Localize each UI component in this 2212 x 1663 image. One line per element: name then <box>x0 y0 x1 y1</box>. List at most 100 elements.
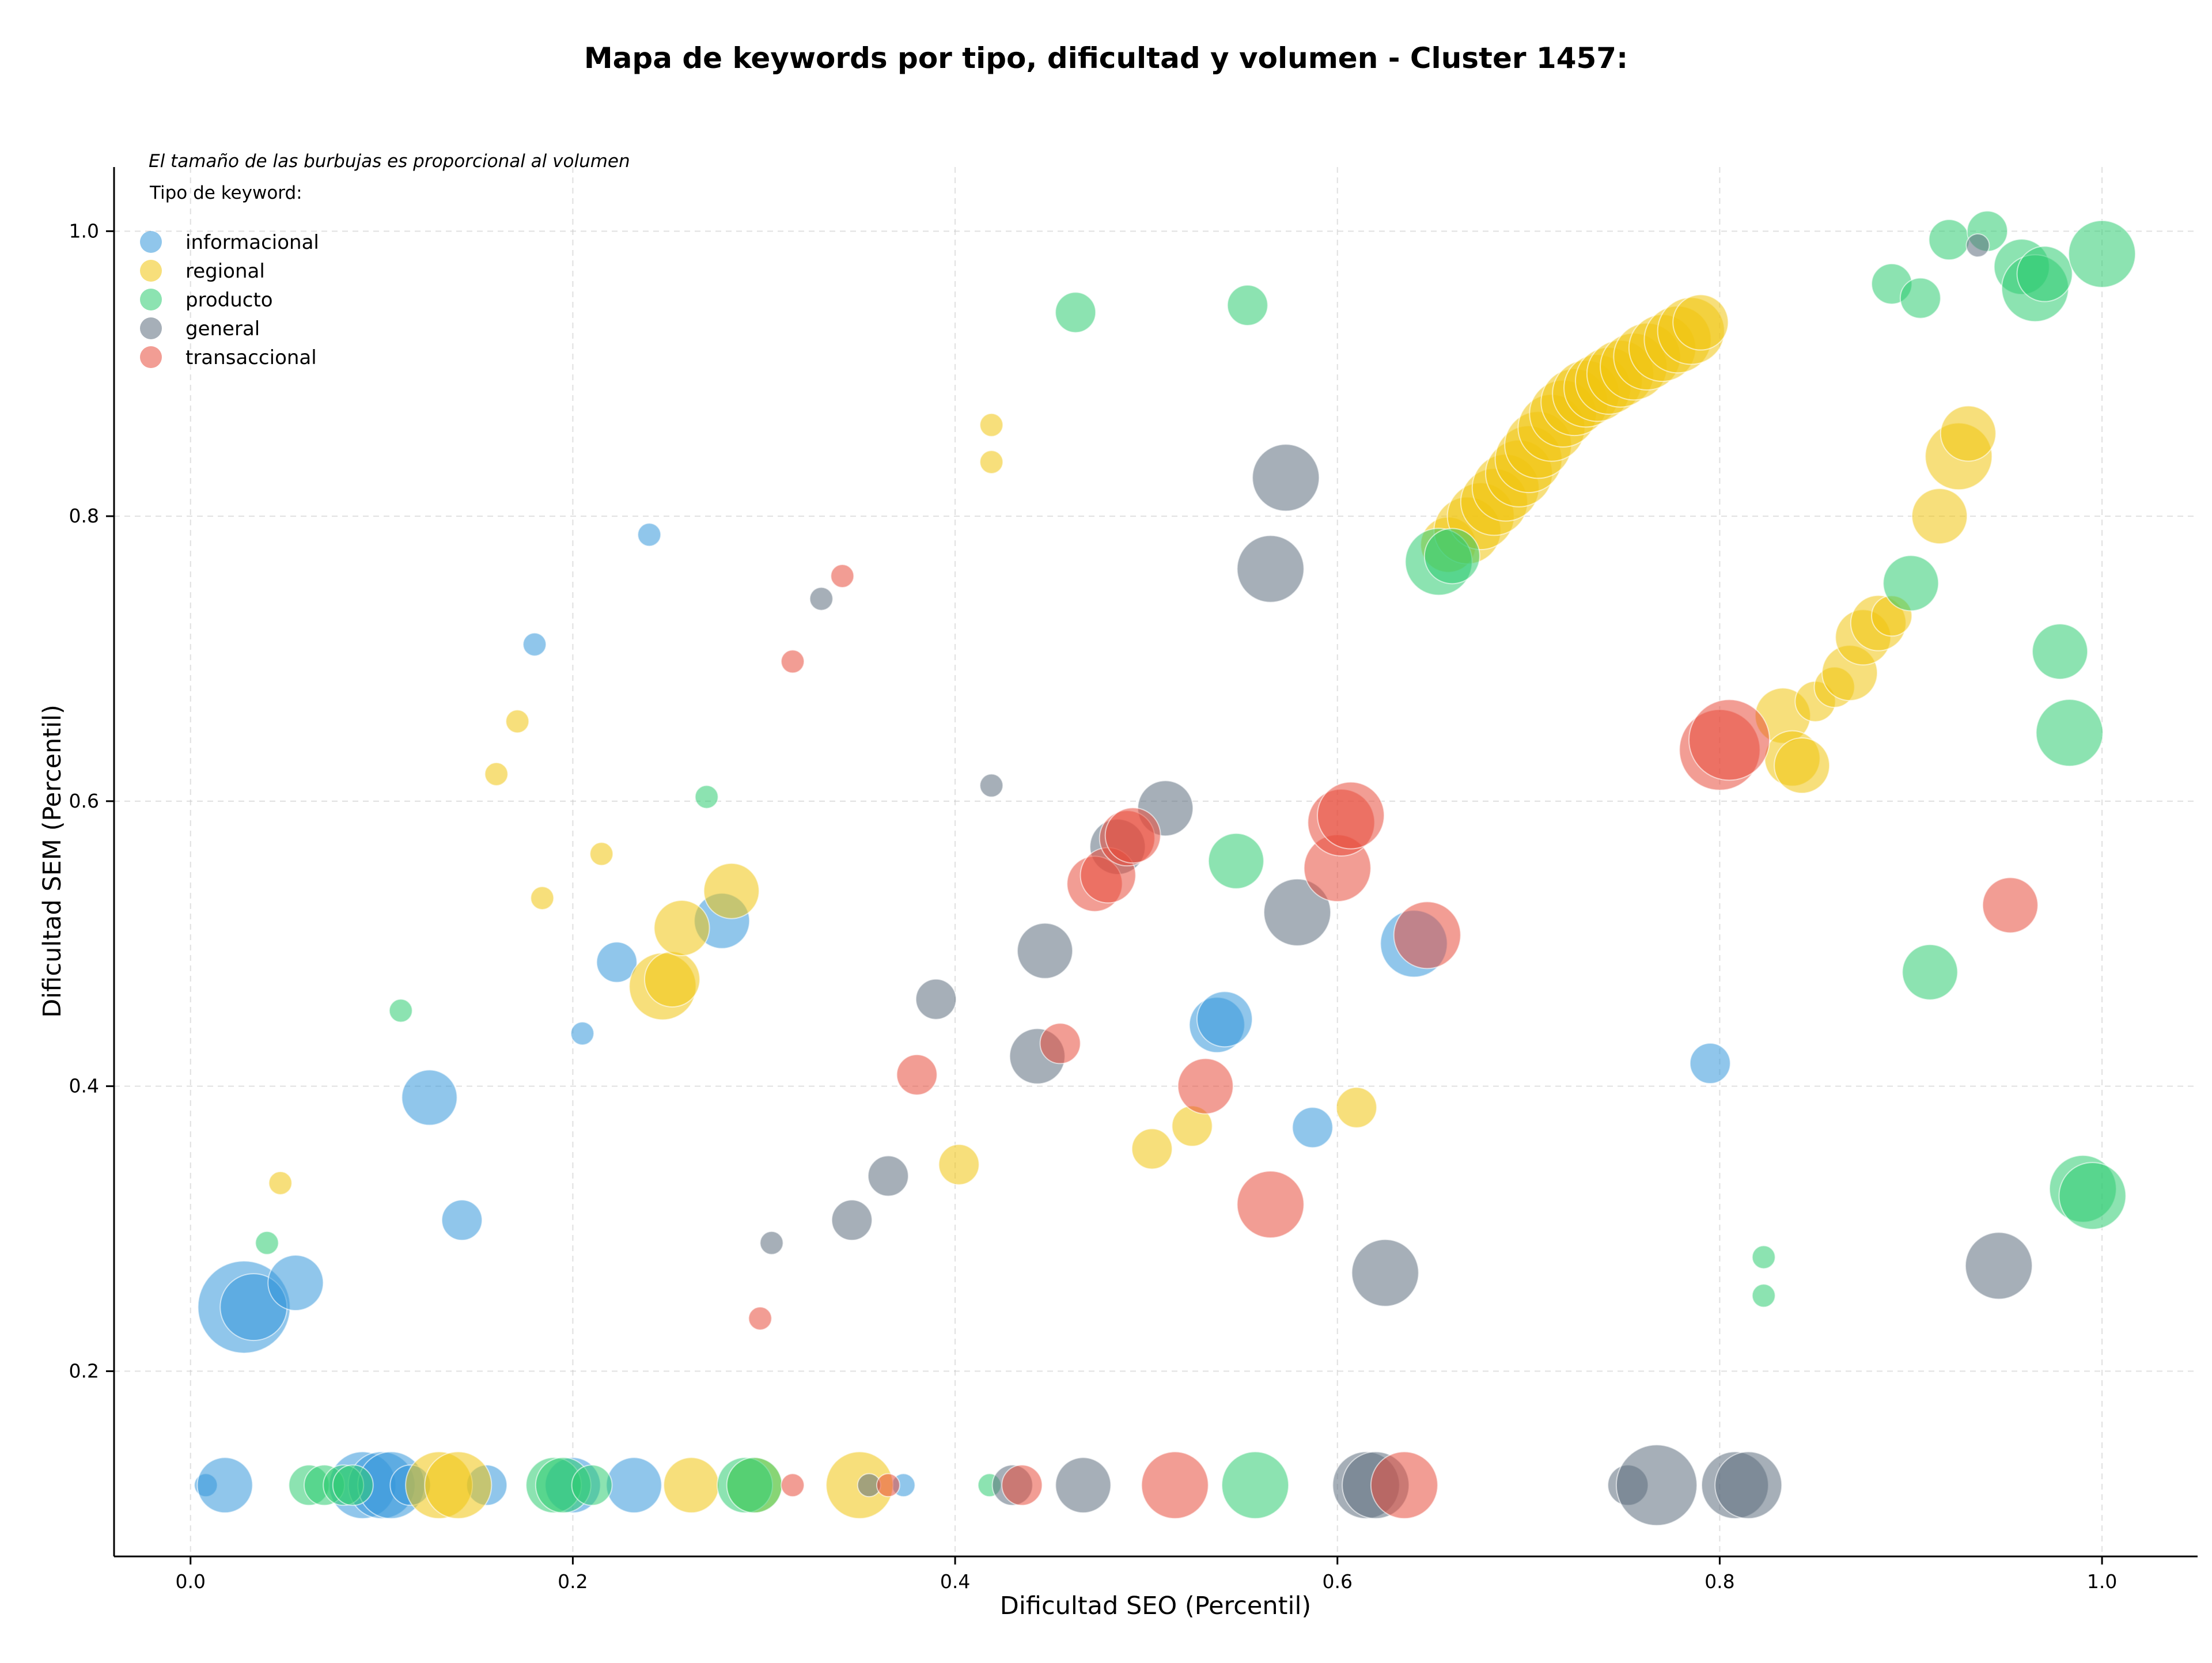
bubble-regional <box>1774 737 1831 794</box>
bubble-regional <box>589 842 614 866</box>
bubble-general <box>1714 1451 1783 1520</box>
bubble-transaccional <box>1141 1451 1209 1520</box>
bubble-regional <box>1911 488 1968 545</box>
bubble-producto <box>1221 1451 1290 1520</box>
bubble-informacional <box>1196 991 1253 1048</box>
x-tick-label: 0.4 <box>940 1570 970 1593</box>
ticks: 0.0 0.2 0.4 0.6 0.8 1.0 0.2 0.4 0.6 0.8 1.0 <box>69 219 2118 1593</box>
x-tick-label: 0.6 <box>1323 1570 1353 1593</box>
bubble-informacional <box>196 1457 253 1514</box>
bubble-general <box>1964 1232 2033 1300</box>
bubble-transaccional <box>1001 1464 1043 1506</box>
bubble-transaccional <box>1370 1451 1438 1520</box>
bubble-general <box>979 773 1004 798</box>
bubble-informacional <box>637 522 662 547</box>
bubble-regional <box>268 1170 293 1195</box>
bubble-transaccional <box>1982 877 2039 934</box>
legend-marker-producto <box>140 289 162 310</box>
bubble-regional <box>505 709 530 734</box>
bubbles <box>194 210 2137 1526</box>
bubble-transaccional <box>1688 699 1771 781</box>
series-transaccional <box>748 563 2039 1520</box>
bubble-producto <box>1055 291 1097 334</box>
bubble-producto <box>2035 699 2104 767</box>
bubble-producto <box>1226 284 1268 326</box>
bubble-regional <box>653 900 710 957</box>
bubble-transaccional <box>876 1473 900 1498</box>
bubble-producto <box>2058 1162 2127 1230</box>
bubble-regional <box>979 450 1004 475</box>
bubble-regional <box>484 762 509 786</box>
series-producto <box>255 210 2137 1520</box>
y-tick-label: 0.2 <box>69 1359 99 1382</box>
bubble-general <box>867 1155 909 1197</box>
bubble-transaccional <box>1393 901 1461 969</box>
y-tick-label: 0.6 <box>69 790 99 812</box>
bubble-informacional <box>401 1069 458 1126</box>
x-axis-title: Dificultad SEO (Percentil) <box>1000 1592 1311 1620</box>
bubble-informacional <box>1291 1107 1334 1149</box>
legend-label-informacional: informacional <box>185 231 319 254</box>
y-tick-label: 1.0 <box>69 219 99 242</box>
bubble-regional <box>643 951 700 1008</box>
bubble-producto <box>1751 1283 1776 1308</box>
bubble-general <box>831 1199 873 1241</box>
bubble-transaccional <box>1177 1058 1234 1115</box>
bubble-general <box>759 1230 784 1255</box>
bubble-transaccional <box>1236 1170 1305 1238</box>
bubble-producto <box>1883 555 1940 612</box>
bubble-general <box>1263 878 1332 946</box>
x-tick-label: 0.0 <box>175 1570 205 1593</box>
bubble-regional <box>1335 1086 1377 1128</box>
bubble-producto <box>726 1457 783 1514</box>
bubble-size-note: El tamaño de las burbujas es proporciona… <box>149 151 630 172</box>
bubble-producto <box>1899 277 1941 319</box>
bubble-informacional <box>570 1021 594 1046</box>
bubble-regional <box>1131 1128 1173 1170</box>
bubble-regional <box>663 1457 720 1514</box>
bubble-informacional <box>605 1457 662 1514</box>
bubble-regional <box>530 886 555 911</box>
bubble-producto <box>2032 623 2089 680</box>
bubble-transaccional <box>748 1306 772 1331</box>
legend-marker-regional <box>140 260 162 282</box>
bubble-transaccional <box>781 649 805 674</box>
bubble-regional <box>938 1143 980 1185</box>
bubble-producto <box>571 1464 613 1506</box>
bubble-producto <box>255 1230 279 1255</box>
bubble-transaccional <box>1316 781 1385 850</box>
bubble-transaccional <box>1039 1022 1081 1065</box>
bubble-regional <box>703 862 760 919</box>
bubble-producto <box>1928 219 1970 261</box>
bubble-producto <box>1423 528 1480 585</box>
legend-label-transaccional: transaccional <box>185 346 317 369</box>
bubble-informacional <box>1689 1043 1731 1085</box>
bubble-general <box>1252 444 1320 512</box>
legend-marker-informacional <box>140 231 162 253</box>
bubble-regional <box>1672 294 1729 351</box>
y-axis-title: Dificultad SEM (Percentil) <box>38 704 67 1018</box>
legend-label-general: general <box>185 317 260 340</box>
bubble-general <box>915 978 957 1020</box>
y-tick-label: 0.8 <box>69 505 99 527</box>
bubble-transaccional <box>896 1054 938 1096</box>
bubble-general <box>1236 535 1305 603</box>
legend-label-producto: producto <box>185 289 273 312</box>
x-tick-label: 0.2 <box>558 1570 588 1593</box>
legend-label-regional: regional <box>185 260 265 283</box>
bubble-transaccional <box>830 563 855 588</box>
bubble-transaccional <box>1104 807 1161 864</box>
bubble-regional <box>979 412 1004 437</box>
bubble-general <box>809 586 834 611</box>
chart-title: Mapa de keywords por tipo, dificultad y … <box>584 41 1628 75</box>
bubble-producto <box>388 998 413 1023</box>
bubble-producto <box>1751 1245 1776 1270</box>
bubble-informacional <box>596 941 638 983</box>
x-tick-label: 0.8 <box>1705 1570 1734 1593</box>
bubble-regional <box>1940 405 1997 462</box>
bubble-producto <box>1902 944 1959 1001</box>
bubble-producto <box>2016 245 2073 302</box>
bubble-transaccional <box>781 1473 805 1498</box>
